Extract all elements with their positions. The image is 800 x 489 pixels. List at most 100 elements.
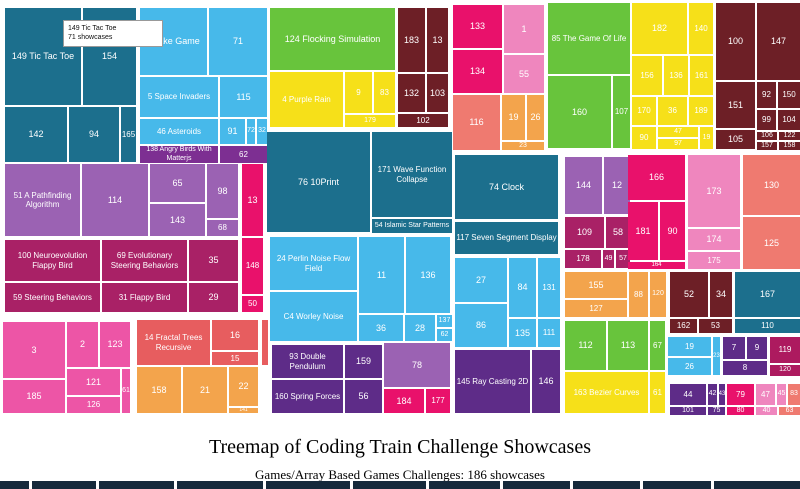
treemap-cell[interactable]: 99 xyxy=(757,110,776,130)
treemap-cell[interactable]: 155 xyxy=(565,272,627,298)
treemap-cell[interactable]: 5 Space Invaders xyxy=(140,77,218,117)
treemap-cell[interactable]: 62 xyxy=(220,146,267,163)
treemap-cell[interactable]: 92 xyxy=(757,82,776,108)
treemap-cell[interactable]: 185 xyxy=(3,380,65,413)
treemap-cell[interactable]: 164 xyxy=(628,262,685,269)
treemap-cell[interactable]: 55 xyxy=(504,55,544,93)
treemap-cell[interactable]: 145 Ray Casting 2D xyxy=(455,350,530,413)
treemap-cell[interactable]: 9 xyxy=(345,72,372,113)
treemap-cell[interactable]: 178 xyxy=(565,250,601,268)
treemap-cell[interactable]: 7 xyxy=(723,337,745,359)
treemap-cell[interactable]: 72 xyxy=(247,119,255,144)
treemap-cell[interactable]: 158 xyxy=(779,142,800,150)
treemap-cell[interactable]: 114 xyxy=(82,164,148,236)
treemap-cell[interactable]: 19 xyxy=(668,337,711,356)
treemap-cell[interactable]: 35 xyxy=(189,240,238,281)
treemap-cell[interactable]: 4 Purple Rain xyxy=(270,72,343,127)
strip-segment[interactable] xyxy=(0,481,29,489)
treemap-cell[interactable]: 46 Asteroids xyxy=(140,119,218,144)
treemap-cell[interactable]: 105 xyxy=(716,130,755,149)
treemap-cell[interactable]: 14 Fractal Trees Recursive xyxy=(137,320,210,365)
treemap-cell[interactable]: 61 xyxy=(122,369,130,413)
treemap-cell[interactable]: 32 xyxy=(257,119,267,144)
treemap-cell[interactable]: 63 xyxy=(779,407,800,415)
treemap-cell[interactable]: 157 xyxy=(757,142,777,150)
treemap-cell[interactable]: 88 xyxy=(629,272,648,317)
treemap-cell[interactable]: 42 xyxy=(708,384,717,405)
treemap-cell[interactable]: 83 xyxy=(788,384,800,405)
treemap-cell[interactable]: 136 xyxy=(406,237,450,313)
treemap-cell[interactable]: 3 xyxy=(3,322,65,378)
treemap-cell[interactable]: 111 xyxy=(538,319,560,347)
treemap-cell[interactable]: 122 xyxy=(779,132,800,140)
treemap-cell[interactable]: 110 xyxy=(735,319,800,333)
treemap-cell[interactable]: 133 xyxy=(453,5,502,48)
treemap-cell[interactable]: 54 Islamic Star Patterns xyxy=(372,219,452,233)
treemap-cell[interactable]: 71 xyxy=(209,8,267,75)
treemap-cell[interactable]: 65 xyxy=(150,164,205,202)
treemap-cell[interactable]: 159 xyxy=(345,345,382,378)
treemap-cell[interactable]: 44 xyxy=(670,384,706,405)
treemap-cell[interactable]: 52 xyxy=(670,272,708,317)
treemap-cell[interactable]: 132 xyxy=(398,74,425,112)
treemap-cell[interactable]: 120 xyxy=(650,272,666,317)
strip-segment[interactable] xyxy=(32,481,96,489)
treemap-cell[interactable]: 161 xyxy=(690,56,713,95)
treemap-cell[interactable]: 40 xyxy=(756,407,777,415)
treemap-cell[interactable]: 86 xyxy=(455,304,507,347)
treemap-cell[interactable]: 102 xyxy=(398,114,448,127)
treemap-cell[interactable]: 68 xyxy=(207,220,238,236)
treemap-cell[interactable]: 189 xyxy=(689,97,713,125)
treemap-cell[interactable]: 101 xyxy=(670,407,706,415)
treemap-cell[interactable]: 53 xyxy=(699,319,732,333)
treemap-cell[interactable]: 90 xyxy=(660,202,685,260)
treemap-cell[interactable]: 174 xyxy=(688,229,740,250)
treemap-cell[interactable]: 125 xyxy=(743,217,800,269)
strip-segment[interactable] xyxy=(99,481,174,489)
treemap-cell[interactable]: 75 xyxy=(708,407,725,415)
treemap-cell[interactable]: 97 xyxy=(658,139,698,149)
treemap-cell[interactable]: 94 xyxy=(69,107,119,162)
treemap-cell[interactable]: 29 xyxy=(189,283,238,312)
treemap-cell[interactable]: 13 xyxy=(242,164,263,236)
treemap-cell[interactable]: 8 xyxy=(723,361,767,375)
treemap-cell[interactable]: 175 xyxy=(688,252,740,269)
treemap-cell[interactable]: 165 xyxy=(121,107,136,162)
strip-segment[interactable] xyxy=(573,481,640,489)
treemap-cell[interactable]: 167 xyxy=(735,272,800,317)
treemap-cell[interactable]: 24 Perlin Noise Flow Field xyxy=(270,237,357,290)
treemap-cell[interactable]: 47 xyxy=(658,127,698,137)
treemap-cell[interactable]: 28 xyxy=(405,315,435,341)
treemap-cell[interactable]: 137 xyxy=(437,315,452,327)
treemap-cell[interactable]: 31 Flappy Bird xyxy=(102,283,187,312)
treemap-cell[interactable]: 126 xyxy=(67,397,120,413)
strip-segment[interactable] xyxy=(266,481,350,489)
treemap-cell[interactable]: 112 xyxy=(565,321,606,370)
treemap-cell[interactable]: 23 xyxy=(502,142,544,150)
treemap-cell[interactable]: 156 xyxy=(632,56,662,95)
treemap-cell[interactable]: 123 xyxy=(100,322,130,367)
treemap-cell[interactable]: 120 xyxy=(770,365,800,376)
treemap-cell[interactable]: 15 xyxy=(212,352,258,365)
treemap-cell[interactable]: 83 xyxy=(374,72,395,113)
treemap-cell[interactable]: 62 xyxy=(437,329,452,341)
treemap-cell[interactable]: 100 xyxy=(716,3,755,80)
treemap-cell[interactable]: 36 xyxy=(658,97,687,125)
treemap-cell[interactable]: 115 xyxy=(220,77,267,117)
treemap-cell[interactable]: 43 xyxy=(719,384,725,405)
treemap-cell[interactable]: 160 xyxy=(548,76,611,148)
treemap-cell[interactable]: 104 xyxy=(778,110,800,130)
treemap-cell[interactable]: 109 xyxy=(565,217,604,248)
strip-segment[interactable] xyxy=(503,481,570,489)
treemap-cell[interactable]: 84 xyxy=(509,258,536,317)
treemap-cell[interactable]: 177 xyxy=(426,389,450,413)
treemap-cell[interactable]: 1 xyxy=(504,5,544,53)
treemap-cell[interactable]: 50 xyxy=(242,296,263,312)
treemap-cell[interactable]: 144 xyxy=(565,157,602,214)
treemap-cell[interactable]: 142 xyxy=(5,107,67,162)
treemap-cell[interactable]: 19 xyxy=(502,95,525,140)
treemap-cell[interactable]: 79 xyxy=(727,384,754,405)
treemap-cell[interactable]: 93 Double Pendulum xyxy=(272,345,343,378)
treemap-cell[interactable]: 36 xyxy=(359,315,403,341)
strip-segment[interactable] xyxy=(353,481,426,489)
